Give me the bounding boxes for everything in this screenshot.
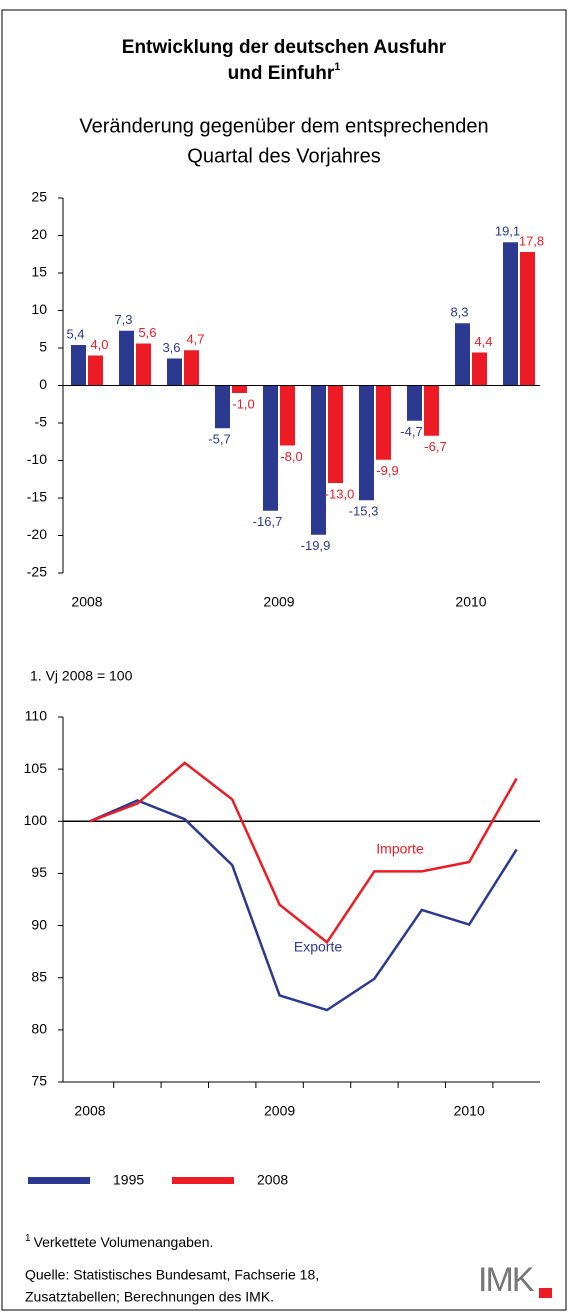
value-label: -8,0 bbox=[280, 449, 302, 464]
legend-swatch bbox=[172, 1177, 234, 1184]
logo: IMK bbox=[478, 1261, 535, 1299]
y-tick-label: -20 bbox=[27, 526, 47, 542]
value-label: 8,3 bbox=[450, 305, 468, 320]
y-tick-label: -5 bbox=[35, 414, 48, 430]
line bbox=[89, 761, 518, 945]
y-tick-label: 20 bbox=[31, 226, 47, 242]
frame bbox=[1, 9, 567, 1311]
line bbox=[89, 799, 518, 1012]
footnote-mark: 1 bbox=[25, 1233, 31, 1244]
value-label: -19,9 bbox=[301, 538, 331, 553]
x-tick-label: 2009 bbox=[264, 1103, 295, 1119]
bar bbox=[455, 323, 470, 386]
x-tick-label: 2010 bbox=[455, 594, 486, 610]
bar bbox=[184, 350, 199, 386]
legend-label: 2008 bbox=[257, 1172, 288, 1188]
y-tick-label: 80 bbox=[31, 1021, 47, 1037]
value-label: 3,6 bbox=[162, 340, 180, 355]
value-label: -4,7 bbox=[400, 424, 422, 439]
x-tick-label: 2008 bbox=[74, 1103, 105, 1119]
y-tick-label: 5 bbox=[39, 339, 47, 355]
bar bbox=[263, 385, 278, 511]
bar bbox=[215, 385, 230, 429]
bar bbox=[424, 385, 439, 436]
series-label: Importe bbox=[376, 841, 424, 857]
title: Entwicklung der deutschen Ausfuhr bbox=[122, 37, 447, 58]
y-tick-label: 105 bbox=[24, 760, 48, 776]
title: und Einfuhr1 bbox=[228, 61, 341, 84]
footnote-text: Verkettete Volumenangaben. bbox=[34, 1234, 214, 1250]
y-tick-label: 75 bbox=[31, 1073, 47, 1089]
value-label: -16,7 bbox=[253, 514, 283, 529]
bar bbox=[311, 385, 326, 535]
y-tick-label: 110 bbox=[25, 708, 48, 724]
footnote: 1 Verkettete Volumenangaben. bbox=[25, 1233, 213, 1250]
x-tick-label: 2009 bbox=[263, 594, 294, 610]
y-tick-label: 100 bbox=[24, 812, 48, 828]
y-tick-label: 90 bbox=[31, 916, 47, 932]
bar bbox=[167, 358, 182, 386]
y-tick-label: 25 bbox=[31, 189, 47, 205]
value-label: 17,8 bbox=[519, 233, 544, 248]
value-label: -5,7 bbox=[208, 432, 230, 447]
legend-swatch bbox=[28, 1177, 90, 1184]
y-tick-label: 15 bbox=[31, 264, 47, 280]
bar bbox=[503, 242, 518, 386]
series-label: Exporte bbox=[294, 939, 342, 955]
value-label: -13,0 bbox=[325, 486, 355, 501]
value-label: 4,0 bbox=[90, 337, 108, 352]
value-label: 4,4 bbox=[474, 334, 492, 349]
legend-label: 1995 bbox=[113, 1172, 144, 1188]
y-tick-label: 0 bbox=[39, 376, 47, 392]
x-tick-label: 2008 bbox=[71, 594, 102, 610]
bar bbox=[328, 385, 343, 483]
value-label: 7,3 bbox=[114, 312, 132, 327]
bar bbox=[376, 385, 391, 460]
source: Quelle: Statistisches Bundesamt, Fachser… bbox=[25, 1267, 319, 1283]
bar bbox=[71, 345, 86, 386]
title-note: 1 bbox=[334, 61, 340, 73]
value-label: 4,7 bbox=[186, 332, 204, 347]
subtitle: Quartal des Vorjahres bbox=[187, 145, 380, 167]
value-label: -6,7 bbox=[424, 439, 446, 454]
x-tick-label: 2010 bbox=[454, 1103, 485, 1119]
bar bbox=[359, 385, 374, 501]
logo-mark bbox=[539, 1288, 552, 1298]
bar bbox=[520, 252, 535, 386]
bar bbox=[407, 385, 422, 421]
value-label: -15,3 bbox=[349, 504, 379, 519]
y-title: 1. Vj 2008 = 100 bbox=[30, 668, 133, 684]
value-label: 19,1 bbox=[495, 224, 520, 239]
bar bbox=[472, 352, 487, 386]
value-label: 5,4 bbox=[66, 326, 84, 341]
value-label: -1,0 bbox=[232, 396, 254, 411]
value-label: -9,9 bbox=[376, 463, 398, 478]
bar bbox=[119, 330, 134, 386]
source: Zusatztabellen; Berechnungen des IMK. bbox=[25, 1289, 274, 1305]
y-tick-label: -25 bbox=[27, 564, 47, 580]
title: und Einfuhr bbox=[228, 63, 335, 84]
y-tick-label: 10 bbox=[31, 301, 47, 317]
y-tick-label: 95 bbox=[31, 864, 47, 880]
value-label: 5,6 bbox=[138, 325, 156, 340]
bar bbox=[280, 385, 295, 446]
bar bbox=[88, 355, 103, 386]
y-tick-label: 85 bbox=[31, 968, 47, 984]
bar bbox=[232, 385, 247, 393]
subtitle: Veränderung gegenüber dem entsprechenden bbox=[79, 115, 488, 137]
bar bbox=[136, 343, 151, 386]
y-tick-label: -10 bbox=[27, 451, 47, 467]
y-tick-label: -15 bbox=[27, 489, 47, 505]
